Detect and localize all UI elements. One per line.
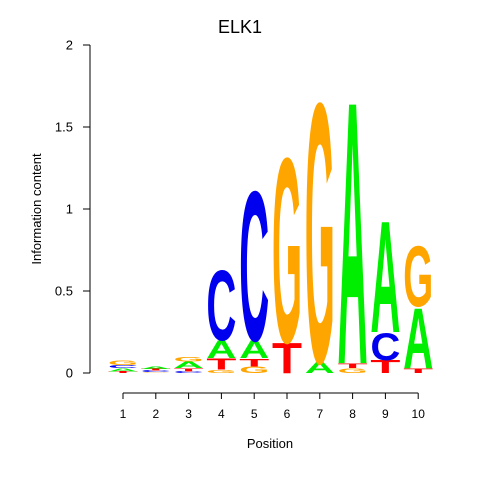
x-tick-label: 3 xyxy=(185,407,192,421)
logo-letter-T: T xyxy=(141,369,171,371)
logo-column: GTA xyxy=(338,23,369,443)
y-axis-label: Information content xyxy=(29,153,44,265)
logo-letter-glyph: C xyxy=(239,146,269,386)
logo-letter-G: G xyxy=(206,369,236,374)
logo-letter-glyph: T xyxy=(108,371,138,373)
logo-letter-A: A xyxy=(206,336,236,364)
logo-letter-glyph: T xyxy=(272,334,302,383)
logo-letter-glyph: G xyxy=(108,359,138,367)
logo-letter-glyph: T xyxy=(206,355,236,373)
logo-letter-glyph: A xyxy=(206,336,236,364)
logo-column: TAG xyxy=(403,228,434,387)
logo-letter-G: G xyxy=(239,365,269,375)
logo-letter-glyph: T xyxy=(141,369,171,371)
x-tick-label: 2 xyxy=(152,407,159,421)
logo-letter-C: C xyxy=(206,251,236,362)
logo-column: AG xyxy=(305,25,335,440)
logo-letter-C: C xyxy=(174,371,204,374)
logo-letter-glyph: T xyxy=(338,362,369,370)
logo-letter-A: A xyxy=(174,360,204,370)
logo-letter-glyph: T xyxy=(239,356,269,369)
logo-column: TG xyxy=(272,104,302,399)
logo-column: TCA xyxy=(370,188,400,377)
x-axis-label: Position xyxy=(247,436,293,451)
logo-letter-A: A xyxy=(239,336,269,364)
logo-letter-T: T xyxy=(174,367,204,372)
y-tick-label: 0 xyxy=(66,366,73,381)
logo-letter-C: C xyxy=(108,364,138,369)
logo-letter-T: T xyxy=(370,356,400,377)
logo-letter-glyph: G xyxy=(239,365,269,375)
logo-letter-T: T xyxy=(206,355,236,373)
logo-letter-glyph: T xyxy=(403,367,434,375)
logo-letter-glyph: C xyxy=(370,325,400,368)
x-tick-label: 6 xyxy=(284,407,291,421)
x-tick-label: 9 xyxy=(382,407,389,421)
logo-letter-G: G xyxy=(305,25,335,440)
logo-letter-glyph: T xyxy=(174,367,204,372)
logo-letter-glyph: G xyxy=(206,369,236,374)
y-tick-label: 1.5 xyxy=(55,120,73,135)
y-tick-label: 2 xyxy=(66,38,73,53)
y-axis: 0 0.5 1 1.5 2 xyxy=(55,38,91,381)
logo-letter-glyph: A xyxy=(305,359,335,377)
logo-letter-glyph: G xyxy=(338,367,368,375)
logo-letter-glyph: G xyxy=(141,372,171,373)
logo-letter-T: T xyxy=(403,367,434,375)
logo-letter-glyph: C xyxy=(108,364,138,369)
logo-letter-A: A xyxy=(370,188,400,366)
logo-letter-C: C xyxy=(141,370,171,373)
x-tick-label: 8 xyxy=(349,407,356,421)
x-axis: 1 2 3 4 5 6 7 8 9 10 xyxy=(120,392,426,421)
logo-letter-glyph: G xyxy=(174,355,204,363)
logo-letter-G: G xyxy=(141,372,171,373)
logo-letter-C: C xyxy=(370,325,400,368)
logo-letter-glyph: A xyxy=(338,23,368,443)
logo-letter-G: G xyxy=(403,228,433,325)
logo-letter-glyph: C xyxy=(141,370,171,373)
logo-letter-glyph: G xyxy=(305,25,335,440)
logo-letter-C: C xyxy=(239,146,269,386)
logo-letter-G: G xyxy=(338,367,368,375)
logo-letter-glyph: A xyxy=(108,367,138,372)
logo-letter-glyph: A xyxy=(403,292,433,388)
logo-letter-G: G xyxy=(272,104,302,399)
x-tick-label: 7 xyxy=(316,407,323,421)
x-tick-label: 5 xyxy=(251,407,258,421)
x-tick-label: 1 xyxy=(120,407,127,421)
logo-letter-A: A xyxy=(141,366,171,370)
logo-letter-glyph: C xyxy=(206,251,236,362)
logo-letter-glyph: A xyxy=(174,360,204,370)
logo-letter-A: A xyxy=(305,359,335,377)
logo-letter-G: G xyxy=(108,359,138,367)
x-tick-label: 10 xyxy=(412,407,426,421)
x-tick-label: 4 xyxy=(218,407,225,421)
logo-letter-glyph: A xyxy=(370,188,400,366)
logo-letter-T: T xyxy=(272,334,302,383)
logo-letter-glyph: G xyxy=(272,104,302,399)
logo-letter-glyph: C xyxy=(174,371,204,374)
logo-letter-glyph: G xyxy=(403,228,433,325)
logo-letter-G: G xyxy=(174,355,204,363)
logo-letter-T: T xyxy=(338,362,369,370)
logo-letter-glyph: A xyxy=(239,336,269,364)
logo-letter-glyph: T xyxy=(370,356,400,377)
chart-title: ELK1 xyxy=(218,17,262,37)
y-tick-label: 1 xyxy=(66,202,73,217)
logo-letter-A: A xyxy=(338,23,368,443)
y-tick-label: 0.5 xyxy=(55,284,73,299)
logo-letter-T: T xyxy=(239,356,269,369)
logo-letter-A: A xyxy=(108,367,138,372)
logo-letter-A: A xyxy=(403,292,433,388)
logo-letter-T: T xyxy=(108,371,138,373)
logo-letter-glyph: A xyxy=(141,366,171,370)
